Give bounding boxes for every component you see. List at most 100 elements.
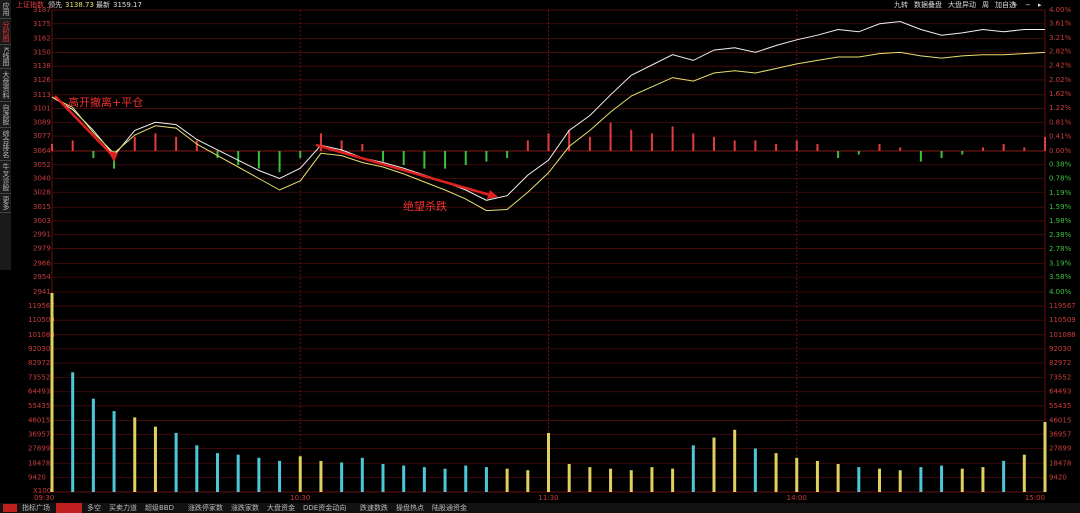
volume-bar <box>815 460 819 492</box>
tool-button[interactable]: 数据叠盘 <box>914 0 942 9</box>
bottom-tab[interactable]: 涨跌家数 <box>231 503 259 512</box>
bottom-tab[interactable]: 跌速数跌 <box>360 503 388 512</box>
diff-bar <box>299 151 302 159</box>
volume-tick-label: 36957 <box>28 431 50 439</box>
diff-bar <box>547 133 550 151</box>
y-tick-label: 3175 <box>33 20 51 28</box>
volume-bar <box>484 467 488 492</box>
sidebar-tab[interactable]: 自选股 <box>0 102 11 128</box>
diff-bar <box>878 143 881 151</box>
arrow-head <box>108 151 118 162</box>
diff-bar <box>257 151 260 169</box>
zoom-out[interactable]: − <box>1025 1 1031 9</box>
sidebar-tab[interactable]: 综合排名 <box>0 128 11 161</box>
y2-tick-label: 2.02% <box>1049 76 1072 84</box>
volume-bar <box>174 432 178 492</box>
y-tick-label: 3162 <box>33 35 51 43</box>
price-line <box>51 20 1045 201</box>
diff-bar <box>1002 143 1005 151</box>
price-line <box>51 51 1046 212</box>
volume-bar <box>753 448 757 492</box>
tool-button[interactable]: 周 <box>982 1 989 9</box>
y2-tick-label: 4.00% <box>1049 6 1072 14</box>
sidebar-tab[interactable]: 应用 <box>0 0 11 19</box>
y2-tick-label: 1.19% <box>1049 189 1072 197</box>
diff-bar <box>485 151 488 162</box>
diff-bar <box>857 151 860 155</box>
volume-tick-label: 64493 <box>28 388 50 396</box>
tab-highlight <box>56 503 82 513</box>
sidebar-tab[interactable]: 牛叉诊股 <box>0 161 11 194</box>
volume-tick-label: 9420 <box>1049 473 1067 481</box>
bottom-tab[interactable]: 陆股通资金 <box>432 503 467 512</box>
diff-bar <box>444 151 447 169</box>
diff-bar <box>671 126 674 151</box>
diff-bar <box>775 143 778 151</box>
y-tick-label: 2991 <box>33 231 51 239</box>
diff-bar <box>526 140 529 151</box>
diff-bar <box>195 140 198 151</box>
volume-bar <box>857 467 861 492</box>
y2-tick-label: 4.00% <box>1049 288 1072 296</box>
sidebar-tab[interactable]: 更多 <box>0 194 11 213</box>
bottom-tab[interactable]: 涨跌停家数 <box>188 503 223 512</box>
y-tick-label: 3150 <box>33 48 51 56</box>
bottom-tab[interactable]: 买卖力道 <box>109 503 137 512</box>
diff-bar <box>51 143 53 151</box>
diff-bar <box>650 133 653 151</box>
lead-label: 领先 <box>48 0 62 9</box>
x-tick-label: 09:30 <box>34 494 54 502</box>
bottom-tab[interactable]: 多空 <box>87 503 101 512</box>
arrow <box>54 95 115 158</box>
bottom-tab[interactable]: 超级BBD <box>145 503 174 512</box>
volume-tick-label: 119567 <box>28 302 55 310</box>
volume-tick-label: 82972 <box>1049 359 1071 367</box>
x-tick-label: 15:00 <box>1025 494 1045 502</box>
diff-bar <box>568 129 571 151</box>
zoom-in[interactable]: + <box>1012 1 1018 9</box>
sidebar-tab[interactable]: 大盘资料 <box>0 69 11 102</box>
volume-bar <box>629 470 633 492</box>
tool-button[interactable]: 加自选 <box>995 0 1016 9</box>
volume-bar <box>195 445 199 492</box>
diff-bar <box>506 151 509 159</box>
bottom-tab[interactable]: DDE资金动向 <box>303 503 346 512</box>
arrow <box>315 143 491 197</box>
y2-tick-label: 0.78% <box>1049 174 1072 182</box>
arrow-head <box>487 190 498 199</box>
lead-value: 3138.73 <box>65 1 94 9</box>
y2-tick-label: 3.19% <box>1049 259 1072 267</box>
volume-unit: X100 <box>33 487 51 495</box>
sidebar-tab[interactable]: K线图 <box>0 45 11 69</box>
volume-bar <box>360 457 364 492</box>
volume-tick-label: 36957 <box>1049 431 1071 439</box>
y-tick-label: 3064 <box>33 147 51 155</box>
bottom-tab[interactable]: 操盘热点 <box>396 503 424 512</box>
volume-bar <box>919 467 923 492</box>
volume-bar <box>402 465 406 492</box>
y2-tick-label: 2.82% <box>1049 48 1072 56</box>
volume-bar <box>671 468 675 492</box>
sidebar-tab[interactable]: 分时图 <box>0 19 11 45</box>
bottom-tab[interactable]: 大盘资金 <box>267 503 295 512</box>
volume-bar <box>588 467 592 492</box>
diff-bar <box>630 129 633 151</box>
tool-button[interactable]: 九转 <box>894 0 908 9</box>
diff-bar <box>402 151 405 166</box>
volume-tick-label: 55435 <box>1049 402 1071 410</box>
tool-button[interactable]: 大盘异动 <box>948 0 976 9</box>
next[interactable]: ▸ <box>1038 1 1042 9</box>
diff-bar <box>754 140 757 151</box>
y-tick-label: 2941 <box>33 288 51 296</box>
diff-bar <box>382 151 384 162</box>
diff-bar <box>919 151 922 162</box>
annotation: 高开撤离+平仓 <box>68 95 143 109</box>
y2-tick-label: 0.38% <box>1049 160 1072 168</box>
y-tick-label: 3089 <box>33 118 51 126</box>
volume-bar <box>71 372 75 492</box>
y-tick-label: 3040 <box>33 175 51 183</box>
bottom-tab[interactable]: 指标广场 <box>22 503 50 512</box>
diff-bar <box>92 151 95 159</box>
y-tick-label: 3101 <box>33 105 51 113</box>
